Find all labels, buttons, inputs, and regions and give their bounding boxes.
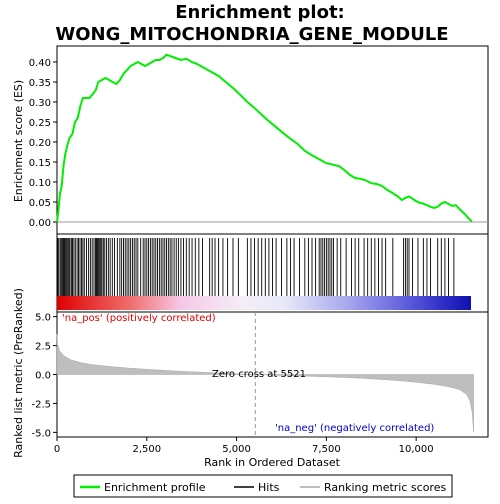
legend-box (73, 474, 453, 498)
x-tick-label: 2,500 (132, 444, 161, 455)
ranking-metric-area (56, 333, 474, 433)
zero-cross-label: Zero cross at 5521 (212, 369, 306, 380)
es-panel-frame (56, 45, 489, 235)
es-y-axis: 0.00 0.05 0.10 0.15 0.20 0.25 0.30 0.35 0.40 (29, 58, 57, 229)
es-y-axis-label: Enrichment score (ES) (12, 80, 25, 202)
metric-y-tick-label: 5.0 (35, 313, 51, 324)
hits-markers (57, 238, 455, 296)
es-y-tick-label: 0.40 (29, 58, 51, 69)
enrichment-profile-line (56, 53, 473, 223)
x-axis: 0 2,500 5,000 7,500 10,000 (54, 437, 434, 455)
metric-y-axis-label: Ranked list metric (PreRanked) (12, 288, 25, 458)
x-tick-label: 7,500 (312, 444, 341, 455)
es-y-tick-label: 0.35 (29, 78, 51, 89)
es-y-tick-label: 0.20 (29, 138, 51, 149)
es-y-tick-label: 0.25 (29, 118, 51, 129)
chart-title-line2: WONG_MITOCHONDRIA_GENE_MODULE (55, 24, 448, 45)
es-y-tick-label: 0.10 (29, 178, 51, 189)
legend-hits-label: Hits (258, 481, 280, 494)
chart-title-line1: Enrichment plot: (175, 2, 345, 23)
neg-correlated-label: 'na_neg' (negatively correlated) (275, 423, 434, 434)
metric-y-tick-label: -2.5 (31, 399, 51, 410)
x-tick-label: 0 (54, 444, 60, 455)
x-axis-label: Rank in Ordered Dataset (204, 456, 341, 469)
es-y-tick-label: 0.00 (29, 218, 51, 229)
es-y-tick-label: 0.30 (29, 98, 51, 109)
ranking-color-bar (57, 296, 471, 310)
es-y-tick-label: 0.05 (29, 198, 51, 209)
metric-y-tick-label: 0.0 (35, 371, 51, 382)
pos-correlated-label: 'na_pos' (positively correlated) (62, 313, 216, 324)
metric-y-tick-label: -5.0 (31, 428, 51, 439)
metric-y-tick-label: 2.5 (35, 342, 51, 353)
es-y-tick-label: 0.15 (29, 158, 51, 169)
x-tick-label: 10,000 (399, 444, 434, 455)
x-tick-label: 5,000 (222, 444, 251, 455)
legend-ranking-label: Ranking metric scores (324, 481, 446, 494)
legend-enrichment-label: Enrichment profile (104, 481, 206, 494)
metric-y-axis: -5.0 -2.5 0.0 2.5 5.0 (31, 313, 57, 439)
